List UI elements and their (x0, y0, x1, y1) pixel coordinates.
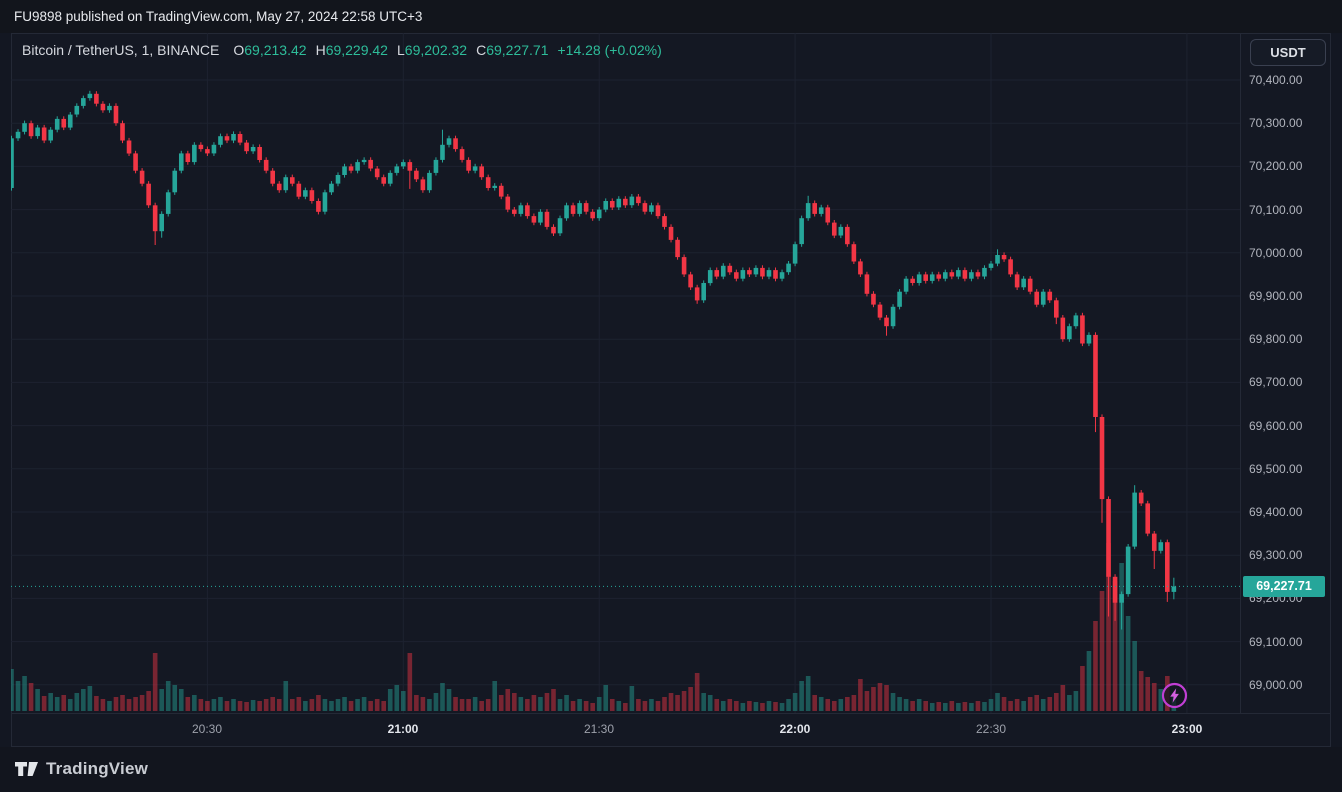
price-axis[interactable]: 70,400.00 70,300.00 70,200.00 70,100.00 70,0… (1240, 33, 1332, 713)
currency-toggle-button[interactable]: USDT (1250, 39, 1326, 66)
footer-bar: TradingView (0, 747, 1342, 792)
time-axis-label: 23:00 (1171, 722, 1203, 736)
price-axis-label: 69,000.00 (1249, 678, 1303, 692)
time-axis-label: 21:30 (583, 722, 615, 736)
low-value: 69,202.32 (404, 42, 468, 58)
lightning-icon (1161, 682, 1188, 709)
price-axis-label: 69,300.00 (1249, 548, 1303, 562)
price-axis-label: 69,100.00 (1249, 635, 1303, 649)
flash-boost-button[interactable] (1161, 682, 1188, 709)
price-axis-label: 70,400.00 (1249, 73, 1303, 87)
price-axis-label: 70,100.00 (1249, 203, 1303, 217)
publish-info-text: FU9898 published on TradingView.com, May… (14, 9, 423, 24)
low-label: L (396, 42, 405, 58)
price-axis-label: 69,900.00 (1249, 289, 1303, 303)
time-axis-label: 21:00 (387, 722, 419, 736)
chart-widget (11, 33, 1331, 747)
publish-bar: FU9898 published on TradingView.com, May… (0, 0, 1342, 33)
price-axis-label: 70,000.00 (1249, 246, 1303, 260)
price-axis-label: 69,600.00 (1249, 419, 1303, 433)
price-change: +14.28 (+0.02%) (557, 42, 662, 58)
price-axis-label: 70,300.00 (1249, 116, 1303, 130)
chart-legend: Bitcoin / TetherUS, 1, BINANCE O69,213.42… (22, 42, 662, 58)
time-axis-label: 22:00 (779, 722, 811, 736)
time-axis-label: 20:30 (191, 722, 223, 736)
open-value: 69,213.42 (244, 42, 307, 58)
time-axis[interactable]: 20:30 21:00 21:30 22:00 22:30 23:00 (11, 713, 1331, 747)
high-value: 69,229.42 (325, 42, 388, 58)
tradingview-logo-text: TradingView (46, 759, 149, 778)
high-label: H (315, 42, 326, 58)
price-axis-label: 69,400.00 (1249, 505, 1303, 519)
tradingview-logo[interactable]: TradingView (14, 756, 148, 782)
last-price-badge: 69,227.71 (1243, 576, 1325, 597)
price-axis-label: 70,200.00 (1249, 159, 1303, 173)
close-value: 69,227.71 (486, 42, 549, 58)
price-axis-label: 69,700.00 (1249, 375, 1303, 389)
price-axis-label: 69,500.00 (1249, 462, 1303, 476)
open-label: O (233, 42, 245, 58)
price-axis-label: 69,800.00 (1249, 332, 1303, 346)
tradingview-logo-icon (15, 762, 38, 776)
symbol-title[interactable]: Bitcoin / TetherUS, 1, BINANCE (22, 42, 220, 58)
time-axis-label: 22:30 (975, 722, 1007, 736)
close-label: C (476, 42, 487, 58)
